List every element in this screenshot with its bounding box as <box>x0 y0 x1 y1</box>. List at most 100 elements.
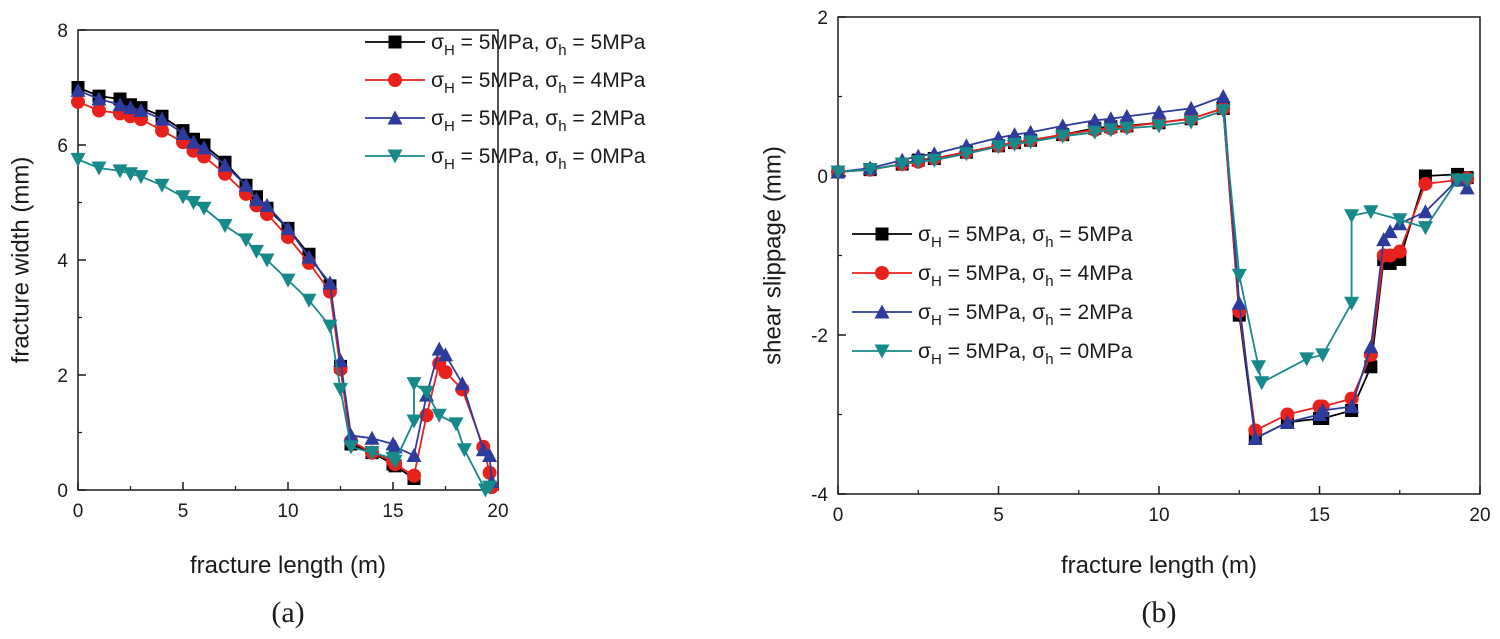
data-point <box>196 140 212 155</box>
data-point <box>1363 339 1379 354</box>
data-point <box>1055 129 1071 144</box>
data-point <box>1417 221 1433 236</box>
data-point <box>217 157 233 172</box>
data-point <box>482 448 498 462</box>
data-point <box>249 192 264 207</box>
data-point <box>1007 127 1023 142</box>
x-tick-label: 5 <box>993 505 1004 526</box>
legend-marker <box>387 110 403 125</box>
y-tick-label: 8 <box>57 21 68 42</box>
legend-entry: σH = 5MPa, σh = 4MPa <box>365 69 646 97</box>
data-point <box>1382 224 1398 239</box>
series-1 <box>71 81 421 485</box>
series-4 <box>830 104 1475 391</box>
legend-entry: σH = 5MPa, σh = 5MPa <box>852 223 1133 251</box>
legend: σH = 5MPa, σh = 5MPa σH = 5MPa, σh = 4MPa… <box>365 31 646 173</box>
legend: σH = 5MPa, σh = 5MPa σH = 5MPa, σh = 4MPa… <box>852 223 1133 368</box>
data-point <box>154 178 170 193</box>
data-point <box>133 170 149 185</box>
legend-entry: σH = 5MPa, σh = 0MPa <box>852 340 1133 368</box>
y-tick-label: 4 <box>57 251 68 272</box>
data-point <box>1248 423 1263 438</box>
data-point <box>406 448 422 462</box>
y-tick-label: 2 <box>57 366 68 387</box>
legend-label: σH = 5MPa, σh = 5MPa <box>918 223 1133 251</box>
data-point <box>155 123 169 138</box>
data-point <box>1119 121 1135 136</box>
data-point <box>1151 104 1167 119</box>
y-tick-label: 0 <box>817 167 828 188</box>
data-point <box>1344 209 1360 224</box>
data-point <box>406 377 422 392</box>
legend-marker <box>875 227 889 241</box>
data-point <box>926 153 942 168</box>
data-point <box>301 249 317 264</box>
x-tick-label: 0 <box>73 501 84 522</box>
data-point <box>475 442 491 457</box>
data-point <box>238 177 254 192</box>
data-point <box>280 273 296 288</box>
y-axis-title: shear slippage (mm) <box>759 146 786 365</box>
legend-marker <box>874 344 890 359</box>
data-point <box>1151 119 1167 134</box>
data-point <box>71 94 85 109</box>
x-tick-label: 15 <box>382 501 403 522</box>
data-point <box>333 382 348 397</box>
x-tick-label: 5 <box>178 501 189 522</box>
y-axis-title: fracture width (mm) <box>7 157 34 364</box>
data-point <box>438 365 453 380</box>
y-tick-label: -4 <box>811 485 828 506</box>
data-point <box>1055 118 1071 133</box>
data-point <box>454 376 470 391</box>
data-point <box>123 100 138 115</box>
legend-label: σH = 5MPa, σh = 2MPa <box>431 107 646 135</box>
data-point <box>322 319 338 334</box>
series-4 <box>70 152 498 498</box>
series-line <box>77 158 491 492</box>
data-point <box>1254 376 1270 391</box>
data-point <box>438 347 453 362</box>
data-point <box>1087 112 1103 127</box>
x-tick-label: 10 <box>277 501 298 522</box>
data-point <box>1363 205 1379 220</box>
data-point <box>830 165 846 180</box>
legend-entry: σH = 5MPa, σh = 2MPa <box>852 301 1133 329</box>
x-axis-title: fracture length (m) <box>190 552 386 579</box>
data-point <box>217 219 233 233</box>
data-point <box>1087 125 1103 140</box>
data-point <box>364 446 380 461</box>
data-point <box>186 134 201 149</box>
data-point <box>364 430 380 445</box>
legend-entry: σH = 5MPa, σh = 2MPa <box>365 107 646 135</box>
legend-label: σH = 5MPa, σh = 4MPa <box>918 262 1133 290</box>
data-point <box>1183 100 1199 115</box>
data-point <box>419 385 435 400</box>
data-point <box>259 253 275 268</box>
data-point <box>910 155 926 170</box>
data-point <box>112 97 128 112</box>
legend-label: σH = 5MPa, σh = 2MPa <box>918 301 1133 329</box>
legend-marker <box>875 266 889 280</box>
data-point <box>1103 111 1119 126</box>
data-point <box>448 417 464 432</box>
data-point <box>175 126 191 140</box>
legend-marker <box>387 149 403 164</box>
series-line <box>837 109 1468 385</box>
data-point <box>1119 108 1135 123</box>
data-point <box>1392 213 1408 228</box>
data-point <box>186 196 201 210</box>
x-tick-label: 10 <box>1148 505 1169 526</box>
data-point <box>1392 244 1407 259</box>
legend-label: σH = 5MPa, σh = 4MPa <box>431 69 646 97</box>
data-point <box>1183 115 1199 130</box>
data-point <box>238 233 254 248</box>
data-point <box>259 197 275 212</box>
data-point <box>958 147 974 162</box>
data-point <box>1344 399 1360 414</box>
data-point <box>406 414 422 429</box>
data-point <box>1247 430 1263 445</box>
data-point <box>1299 352 1315 367</box>
data-point <box>1376 232 1392 247</box>
legend-entry: σH = 5MPa, σh = 5MPa <box>365 31 646 59</box>
